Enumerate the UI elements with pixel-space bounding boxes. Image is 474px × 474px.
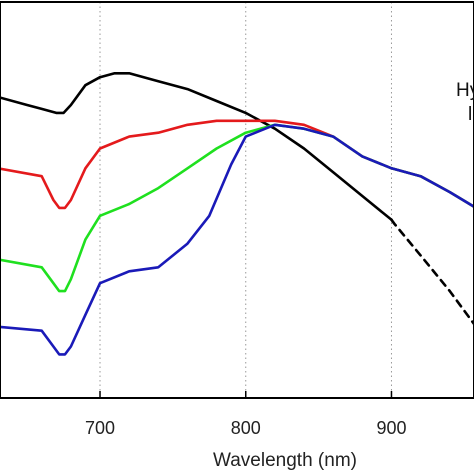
legend-fragment: Hy l <box>456 80 474 125</box>
x-axis-ticks: 700 800 900 <box>85 391 406 438</box>
x-tick-label-700: 700 <box>85 418 115 438</box>
legend-text-line-2: l <box>468 104 472 125</box>
legend-text-line-1: Hy <box>456 80 474 101</box>
x-tick-label-800: 800 <box>231 418 261 438</box>
series-lines <box>0 72 474 356</box>
x-axis-title: Wavelength (nm) <box>213 450 357 471</box>
series-line-1-dashed <box>390 218 474 327</box>
grid-lines <box>99 2 392 398</box>
series-line-1 <box>0 72 393 222</box>
series-line-4 <box>0 123 474 356</box>
plot-frame <box>0 1 474 399</box>
x-tick-label-900: 900 <box>376 418 406 438</box>
